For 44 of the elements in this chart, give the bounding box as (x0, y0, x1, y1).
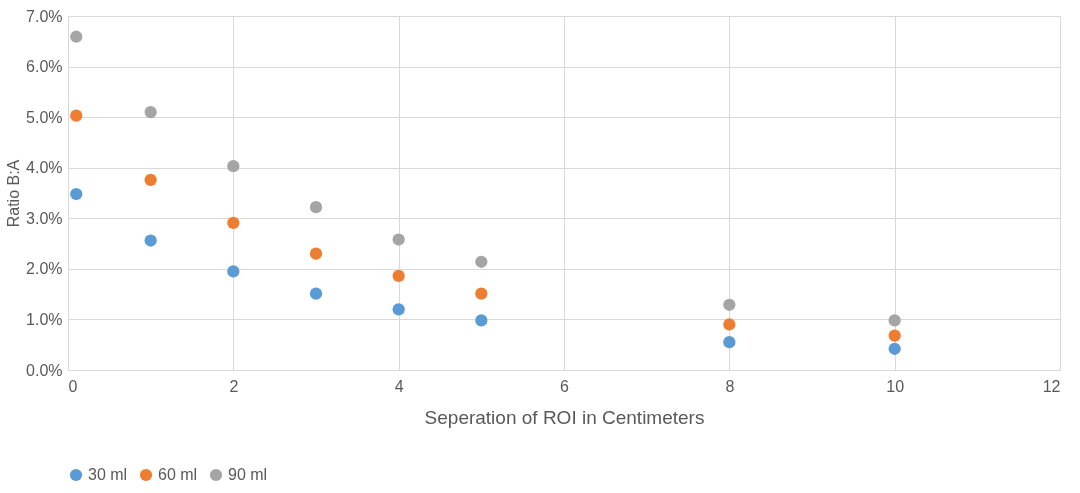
x-tick-label: 8 (725, 377, 735, 395)
y-tick-label: 7.0% (26, 7, 63, 25)
point (888, 342, 901, 355)
legend-label: 90 ml (228, 466, 268, 483)
point (475, 287, 488, 300)
point (475, 314, 488, 327)
point (392, 233, 405, 246)
y-tick-label: 4.0% (26, 159, 63, 177)
point (309, 287, 323, 300)
point (309, 247, 323, 260)
x-tick-label: 4 (394, 377, 404, 395)
point (392, 303, 405, 316)
y-tick-label: 1.0% (26, 310, 63, 328)
point (144, 105, 157, 119)
y-tick-label: 6.0% (26, 58, 63, 76)
x-tick-label: 0 (68, 377, 78, 395)
legend-label: 30 ml (88, 466, 128, 483)
y-tick-label: 2.0% (26, 260, 63, 278)
y-tick-label: 5.0% (26, 108, 63, 126)
point (309, 201, 323, 214)
point (144, 173, 157, 186)
point (723, 318, 736, 331)
point (144, 234, 157, 247)
y-axis-title: Ratio B:A (5, 159, 23, 228)
y-tick-label: 3.0% (26, 209, 63, 227)
point (227, 216, 240, 229)
point (227, 265, 240, 278)
point (392, 269, 405, 283)
x-tick-label: 10 (886, 377, 905, 395)
point (475, 255, 488, 268)
point (723, 336, 736, 349)
x-axis-title: Seperation of ROI in Centimeters (424, 406, 705, 428)
point (723, 298, 736, 311)
x-tick-label: 12 (1042, 377, 1061, 395)
point (888, 329, 901, 342)
point (70, 187, 83, 201)
x-tick-label: 2 (229, 377, 239, 395)
point (70, 109, 83, 122)
legend-label: 60 ml (158, 466, 198, 483)
point (888, 314, 901, 327)
point (70, 30, 83, 43)
x-tick-label: 6 (560, 377, 570, 395)
y-tick-label: 0.0% (26, 361, 63, 379)
point (227, 160, 240, 173)
